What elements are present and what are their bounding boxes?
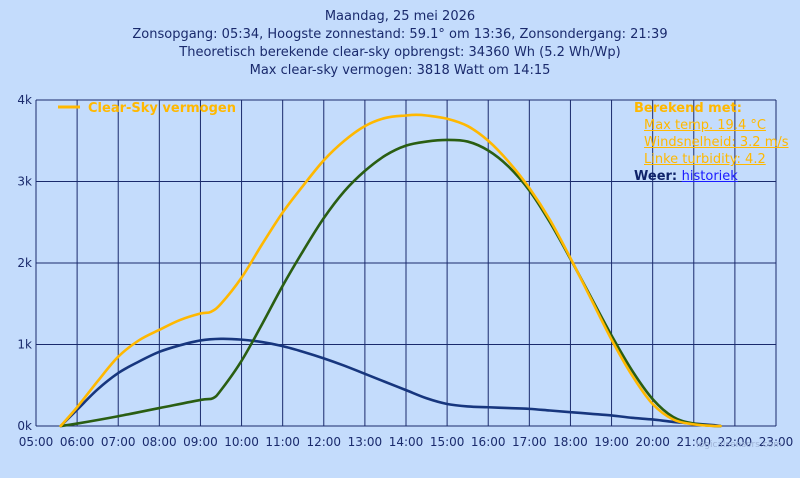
x-tick-label: 13:00 [348, 435, 383, 449]
x-tick-label: 23:00 [759, 435, 794, 449]
linke-turbidity-link[interactable]: Linke turbidity: 4.2 [644, 152, 766, 167]
chart-lines [59, 113, 722, 428]
series-line-1 [59, 138, 722, 428]
max-temp-link[interactable]: Max temp. 19.4 °C [644, 118, 766, 133]
sun-info: Zonsopgang: 05:34, Hoogste zonnestand: 5… [132, 27, 668, 42]
x-tick-label: 19:00 [594, 435, 629, 449]
x-tick-label: 11:00 [265, 435, 300, 449]
chart-legend: Clear-Sky vermogen [58, 101, 236, 116]
x-tick-label: 21:00 [676, 435, 711, 449]
date-title: Maandag, 25 mei 2026 [324, 9, 476, 24]
weather-row: Weer: historiek [634, 168, 789, 185]
x-tick-label: 18:00 [553, 435, 588, 449]
x-tick-label: 06:00 [60, 435, 95, 449]
legend-label-clear-sky: Clear-Sky vermogen [88, 101, 236, 116]
y-tick-label: 0k [17, 419, 32, 433]
watermark: logicalsensors.com [696, 440, 782, 450]
x-tick-label: 15:00 [430, 435, 465, 449]
x-tick-label: 07:00 [101, 435, 136, 449]
y-tick-label: 2k [17, 256, 32, 270]
x-tick-label: 22:00 [718, 435, 753, 449]
x-tick-label: 10:00 [224, 435, 259, 449]
x-tick-label: 12:00 [306, 435, 341, 449]
x-tick-label: 05:00 [19, 435, 54, 449]
x-tick-label: 16:00 [471, 435, 506, 449]
x-tick-label: 17:00 [512, 435, 547, 449]
x-tick-label: 20:00 [635, 435, 670, 449]
calc-info-heading: Berekend met: [634, 101, 742, 116]
yield-info: Theoretisch berekende clear-sky opbrengs… [179, 45, 621, 60]
chart-header: Maandag, 25 mei 2026 Zonsopgang: 05:34, … [0, 8, 800, 80]
max-power-info: Max clear-sky vermogen: 3818 Watt om 14:… [249, 63, 551, 78]
chart-grid [35, 99, 777, 427]
x-tick-label: 09:00 [183, 435, 218, 449]
y-tick-label: 1k [17, 338, 32, 352]
x-tick-label: 08:00 [142, 435, 177, 449]
x-tick-label: 14:00 [389, 435, 424, 449]
weather-label: Weer: [634, 169, 678, 184]
y-tick-label: 4k [17, 93, 32, 107]
chart-axes: 05:00 06:00 07:00 08:00 09:00 10:00 11:00 12:00… [17, 93, 793, 449]
series-line-2 [59, 337, 722, 428]
calc-info-panel: Berekend met: Max temp. 19.4 °C Windsnel… [634, 100, 789, 185]
wind-speed-link[interactable]: Windsnelheid: 3.2 m/s [644, 135, 789, 150]
series-line-0 [59, 113, 722, 428]
weather-history-link[interactable]: historiek [681, 169, 738, 184]
y-tick-label: 3k [17, 175, 32, 189]
